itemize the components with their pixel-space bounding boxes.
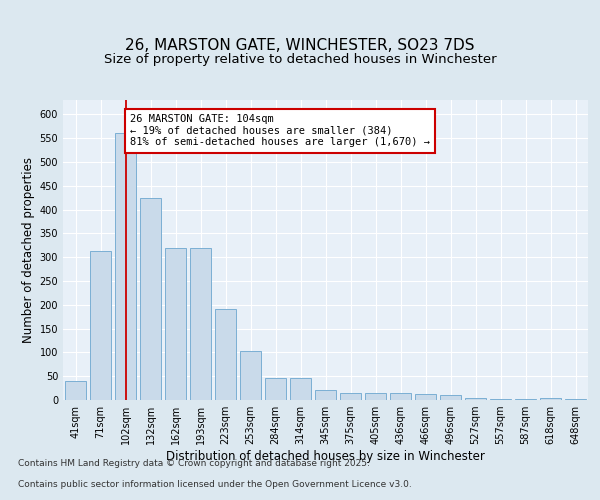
Bar: [290, 378, 311, 400]
Bar: [215, 308, 236, 400]
Bar: [90, 252, 111, 400]
Text: 26, MARSTON GATE, WINCHESTER, SO23 7DS: 26, MARSTON GATE, WINCHESTER, SO23 7DS: [125, 38, 475, 52]
Bar: [140, 198, 161, 400]
Bar: [315, 390, 336, 400]
Bar: [515, 398, 536, 400]
Bar: [340, 393, 361, 400]
Bar: [465, 398, 486, 400]
Text: Size of property relative to detached houses in Winchester: Size of property relative to detached ho…: [104, 53, 496, 66]
Y-axis label: Number of detached properties: Number of detached properties: [22, 157, 35, 343]
Bar: [440, 395, 461, 400]
Bar: [390, 393, 411, 400]
Bar: [565, 398, 586, 400]
Bar: [165, 248, 186, 400]
Bar: [365, 393, 386, 400]
Bar: [415, 394, 436, 400]
Bar: [190, 248, 211, 400]
Bar: [240, 351, 261, 400]
Bar: [540, 398, 561, 400]
Bar: [65, 381, 86, 400]
X-axis label: Distribution of detached houses by size in Winchester: Distribution of detached houses by size …: [166, 450, 485, 463]
Text: Contains HM Land Registry data © Crown copyright and database right 2025.: Contains HM Land Registry data © Crown c…: [18, 458, 370, 468]
Bar: [115, 134, 136, 400]
Bar: [265, 378, 286, 400]
Text: 26 MARSTON GATE: 104sqm
← 19% of detached houses are smaller (384)
81% of semi-d: 26 MARSTON GATE: 104sqm ← 19% of detache…: [130, 114, 430, 148]
Bar: [490, 398, 511, 400]
Text: Contains public sector information licensed under the Open Government Licence v3: Contains public sector information licen…: [18, 480, 412, 489]
